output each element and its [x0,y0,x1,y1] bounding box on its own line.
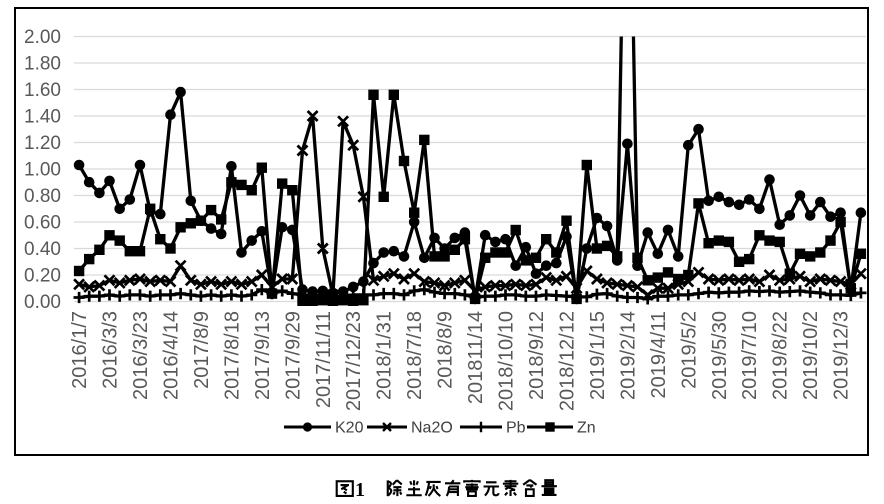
svg-text:2019/8/22: 2019/8/22 [770,311,792,400]
svg-text:201811/14: 201811/14 [465,311,487,404]
svg-text:2018/12/12: 2018/12/12 [557,311,579,411]
svg-text:2016/3/3: 2016/3/3 [100,311,122,389]
svg-text:1.40: 1.40 [24,107,61,128]
svg-text:2019/2/14: 2019/2/14 [617,311,639,400]
svg-text:2017/9/13: 2017/9/13 [252,311,274,400]
svg-text:2017/9/29: 2017/9/29 [282,311,304,400]
svg-text:2016/1/7: 2016/1/7 [69,311,91,389]
svg-text:2019/5/30: 2019/5/30 [709,311,731,400]
svg-text:2017/8/9: 2017/8/9 [191,311,213,389]
svg-text:2018/10/10: 2018/10/10 [496,311,518,411]
svg-text:1.80: 1.80 [24,54,61,75]
svg-text:2019/1/15: 2019/1/15 [587,311,609,400]
svg-text:2019/5/2: 2019/5/2 [678,311,700,389]
svg-text:Na2O: Na2O [411,420,453,437]
svg-text:2018/1/31: 2018/1/31 [374,311,396,400]
svg-text:1.60: 1.60 [24,80,61,101]
svg-text:2016/3/23: 2016/3/23 [130,311,152,400]
svg-text:2018/8/9: 2018/8/9 [435,311,457,389]
svg-text:2018/7/18: 2018/7/18 [404,311,426,400]
svg-text:2019/10/2: 2019/10/2 [800,311,822,400]
svg-text:1.00: 1.00 [24,160,61,181]
svg-text:Pb: Pb [506,420,526,437]
svg-text:2017/12/23: 2017/12/23 [343,311,365,411]
svg-text:2.00: 2.00 [24,27,61,48]
svg-text:0.00: 0.00 [24,292,61,313]
svg-text:2016/4/14: 2016/4/14 [161,311,183,400]
svg-text:1: 1 [355,479,365,501]
svg-text:1.20: 1.20 [24,133,61,154]
svg-text:0.20: 0.20 [24,266,61,287]
svg-text:2019/12/3: 2019/12/3 [831,311,853,400]
svg-text:0.80: 0.80 [24,186,61,207]
svg-text:K20: K20 [335,420,364,437]
svg-text:Zn: Zn [577,420,596,437]
svg-text:0.60: 0.60 [24,213,61,234]
svg-text:2018/9/12: 2018/9/12 [526,311,548,400]
svg-text:2017/11/11: 2017/11/11 [313,311,335,408]
svg-text:0.40: 0.40 [24,239,61,260]
svg-text:2019/7/10: 2019/7/10 [739,311,761,400]
svg-text:2017/8/18: 2017/8/18 [221,311,243,400]
svg-text:2019/4/11: 2019/4/11 [648,311,670,399]
